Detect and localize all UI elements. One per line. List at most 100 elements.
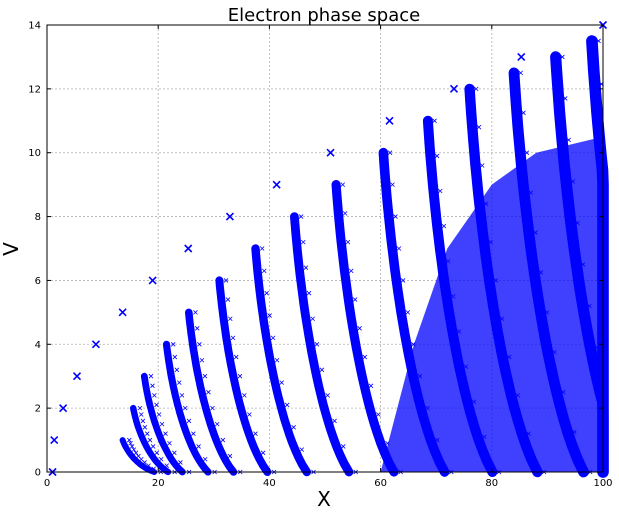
arc-marker — [274, 357, 280, 363]
data-point — [148, 276, 157, 285]
arc-marker — [150, 444, 156, 449]
arc-marker — [376, 412, 381, 417]
plot-frame — [46, 24, 604, 473]
arc-marker — [172, 450, 177, 456]
arc-marker — [182, 405, 188, 411]
arc-marker — [159, 421, 165, 427]
phase-arcs — [119, 35, 609, 478]
arc-marker — [260, 450, 266, 456]
arc-marker — [264, 290, 269, 296]
arc-marker — [310, 316, 315, 322]
arc-marker — [342, 211, 348, 216]
x-tick-label: 20 — [152, 478, 165, 489]
arc-band-stroke — [130, 404, 172, 476]
y-tick-label: 6 — [35, 276, 41, 287]
y-tick-label: 0 — [35, 468, 41, 479]
y-tick-label: 4 — [35, 340, 41, 351]
arc-band-stroke — [119, 437, 158, 475]
arc-marker — [172, 354, 178, 360]
arc-marker — [368, 383, 374, 389]
arc-marker — [259, 246, 265, 251]
arc-marker — [291, 425, 296, 430]
arc-marker — [193, 310, 198, 315]
y-tick-label: 10 — [28, 148, 41, 159]
arc-band — [185, 308, 243, 476]
arc-marker — [151, 466, 156, 472]
arc-marker — [340, 182, 346, 187]
arc-band-stroke — [331, 180, 399, 477]
arc-band — [215, 276, 277, 476]
arc-marker — [196, 444, 201, 449]
arc-band — [130, 404, 177, 476]
arc-band-stroke — [251, 244, 311, 477]
arc-marker — [210, 405, 215, 411]
data-point — [50, 436, 59, 445]
arc-band — [331, 180, 404, 477]
arc-marker — [138, 412, 144, 417]
arc-marker — [131, 447, 137, 452]
arc-band-stroke — [215, 276, 272, 476]
arc-marker — [357, 326, 362, 331]
arc-marker — [191, 431, 196, 436]
data-point — [118, 308, 127, 317]
arc-marker — [178, 460, 183, 465]
data-point — [72, 372, 82, 381]
arc-marker — [140, 418, 146, 424]
x-axis-label: X — [317, 487, 331, 511]
arc-marker — [206, 389, 211, 395]
arc-marker — [142, 425, 148, 430]
arc-marker — [176, 380, 182, 385]
arc-marker — [163, 431, 168, 436]
arc-band — [162, 340, 217, 476]
arc-marker — [144, 431, 150, 436]
y-tick-label: 14 — [28, 21, 41, 32]
arc-marker — [202, 456, 208, 462]
arc-marker — [518, 70, 523, 76]
arc-marker — [396, 246, 402, 251]
arc-marker — [267, 313, 272, 318]
arc-marker — [476, 124, 482, 130]
arc-marker — [340, 444, 346, 449]
arc-marker — [319, 367, 325, 373]
arc-marker — [300, 239, 306, 245]
arc-marker — [596, 38, 601, 44]
arc-marker — [434, 153, 440, 159]
arc-marker — [432, 118, 437, 124]
arc-marker — [197, 342, 202, 347]
arc-marker — [306, 290, 312, 296]
arc-marker — [227, 453, 233, 459]
arc-marker — [298, 214, 304, 219]
x-ticks: 0 20 40 60 80 100 — [44, 25, 613, 489]
x-tick-label: 80 — [485, 478, 498, 489]
arc-marker — [154, 402, 159, 408]
arc-marker — [220, 437, 226, 443]
arc-marker — [247, 412, 252, 417]
arc-band-stroke — [290, 212, 354, 477]
arc-marker — [242, 393, 247, 398]
arc-marker — [164, 463, 170, 468]
arc-marker — [437, 188, 443, 194]
y-tick-label: 8 — [35, 212, 41, 223]
arc-band-stroke — [162, 340, 212, 476]
x-tick-label: 0 — [44, 478, 50, 489]
arc-marker — [390, 182, 395, 187]
arc-marker — [214, 421, 220, 427]
arc-band — [140, 372, 192, 476]
arc-marker — [225, 297, 231, 302]
arc-marker — [566, 137, 571, 143]
arc-marker — [156, 412, 162, 417]
y-ticks: 0 2 4 6 8 10 12 14 — [28, 21, 603, 479]
arc-marker — [147, 437, 153, 443]
arc-marker — [137, 405, 143, 411]
arc-marker — [325, 393, 330, 398]
arc-marker — [524, 150, 530, 155]
arc-marker — [194, 326, 200, 331]
data-point — [449, 84, 459, 93]
arc-band-stroke — [140, 372, 186, 476]
arc-marker — [562, 96, 568, 101]
dense-region — [380, 136, 603, 472]
arc-marker — [150, 383, 155, 389]
arc-marker — [441, 223, 447, 229]
arc-marker — [560, 54, 565, 60]
